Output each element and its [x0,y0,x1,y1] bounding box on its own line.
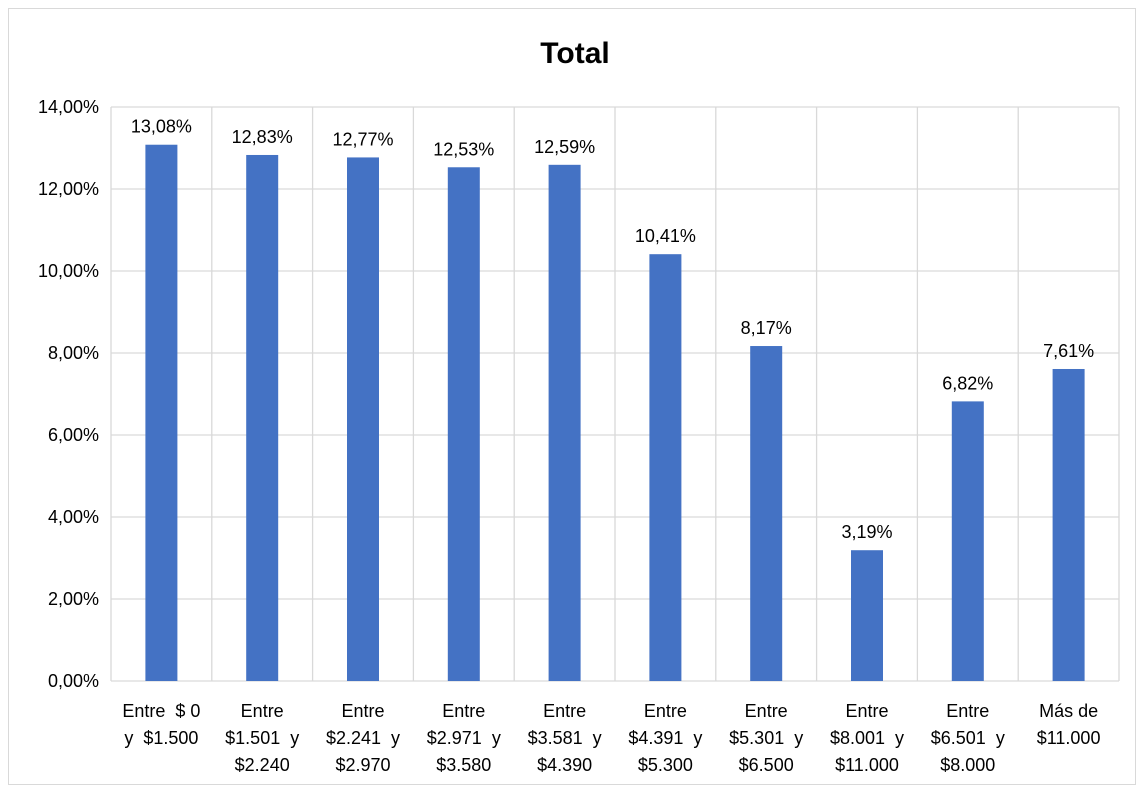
category-label: $2.240 [235,755,290,775]
chart-frame: Total 0,00% 2,00% 4,00% 6,00% 8,00% 10,00% 12,… [8,8,1136,785]
y-axis-ticks: 0,00% 2,00% 4,00% 6,00% 8,00% 10,00% 12,00% 14,… [38,97,99,691]
data-label: 6,82% [942,373,993,393]
y-tick-label: 12,00% [38,179,99,199]
data-label: 12,77% [332,129,393,149]
category-label: Entre [946,701,989,721]
category-label: $11.000 [835,755,899,775]
bar [246,154,279,682]
category-label: Entre [341,701,384,721]
data-label: 13,08% [131,117,192,137]
category-label: $3.580 [436,755,491,775]
category-label: $2.970 [335,755,390,775]
data-label: 12,59% [534,137,595,157]
category-label: Entre [745,701,788,721]
data-label: 12,53% [433,139,494,159]
gridlines [110,106,1120,682]
y-tick-label: 4,00% [48,507,99,527]
category-labels: Entre $ 0 y $1.500 Entre $1.501 y $2.240 Entr… [122,701,1100,775]
category-label: $5.301 y [729,728,803,748]
bar [447,167,480,681]
category-label: Entre [845,701,888,721]
chart-title: Total [540,37,609,70]
category-label: $5.300 [638,755,693,775]
category-label: y $1.500 [124,728,198,748]
category-label: Entre [543,701,586,721]
category-label: Entre [241,701,284,721]
category-label: $6.501 y [931,728,1005,748]
category-label: $8.000 [940,755,995,775]
category-label: $6.500 [739,755,794,775]
category-label: $11.000 [1037,728,1101,748]
bar [851,550,883,681]
data-label: 3,19% [841,522,892,542]
y-tick-label: 8,00% [48,343,99,363]
category-label: Entre $ 0 [122,701,200,721]
category-label: $1.501 y [225,728,299,748]
bars [145,144,1085,682]
bar-chart: Total 0,00% 2,00% 4,00% 6,00% 8,00% 10,00% 12,… [38,37,1120,775]
bar [347,157,379,681]
bar [1052,368,1085,681]
category-label: Entre [442,701,485,721]
data-label: 12,83% [232,127,293,147]
y-tick-label: 10,00% [38,261,99,281]
data-label: 8,17% [741,318,792,338]
bar [145,144,178,682]
category-label: Entre [644,701,687,721]
category-label: $2.241 y [326,728,400,748]
data-label: 10,41% [635,226,696,246]
category-label: $3.581 y [528,728,602,748]
y-tick-label: 2,00% [48,589,99,609]
category-label: $8.001 y [830,728,904,748]
bar [750,346,783,681]
bar [548,164,581,681]
y-tick-label: 14,00% [38,97,99,117]
bar [649,254,682,681]
data-label: 7,61% [1043,341,1094,361]
category-label: $4.390 [537,755,592,775]
category-label: $4.391 y [628,728,702,748]
y-tick-label: 6,00% [48,425,99,445]
y-tick-label: 0,00% [48,671,99,691]
data-labels: 13,08% 12,83% 12,77% 12,53% 12,59% 10,41% 8,17… [131,117,1094,542]
category-label: Más de [1039,701,1098,721]
category-label: $2.971 y [427,728,501,748]
bar [951,401,984,681]
